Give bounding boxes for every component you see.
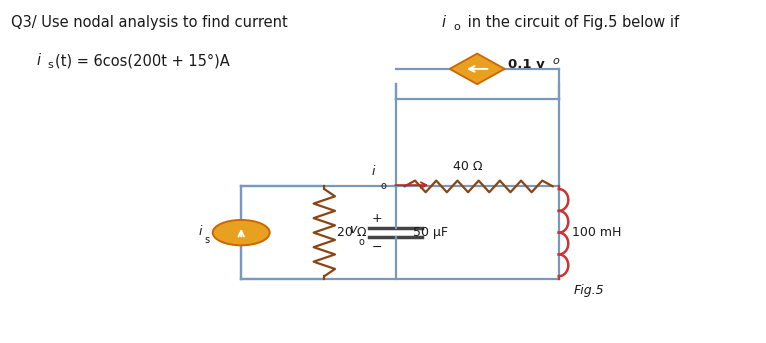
- Text: 40 Ω: 40 Ω: [453, 160, 483, 173]
- Text: in the circuit of Fig.5 below if: in the circuit of Fig.5 below if: [463, 15, 679, 31]
- Text: Fig.5: Fig.5: [573, 284, 604, 297]
- Text: 20 Ω: 20 Ω: [337, 226, 367, 239]
- Text: v: v: [349, 224, 357, 237]
- Text: 50 μF: 50 μF: [414, 226, 448, 239]
- Text: i: i: [198, 225, 202, 238]
- Polygon shape: [450, 54, 505, 84]
- Text: 100 mH: 100 mH: [572, 226, 621, 239]
- Circle shape: [213, 220, 270, 245]
- Text: o: o: [553, 56, 559, 66]
- Text: o: o: [381, 181, 387, 191]
- Text: i: i: [372, 165, 375, 178]
- Text: i: i: [441, 15, 445, 31]
- Text: −: −: [372, 241, 381, 254]
- Text: s: s: [47, 60, 54, 70]
- Text: Q3/ Use nodal analysis to find current: Q3/ Use nodal analysis to find current: [11, 15, 292, 31]
- Text: +: +: [372, 212, 382, 225]
- Text: o: o: [453, 22, 460, 32]
- Text: o: o: [358, 237, 365, 247]
- Text: s: s: [204, 235, 209, 245]
- Text: (t) = 6cos(200t + 15°)A: (t) = 6cos(200t + 15°)A: [55, 53, 230, 68]
- Text: 0.1 v: 0.1 v: [508, 58, 545, 71]
- Text: i: i: [37, 53, 41, 68]
